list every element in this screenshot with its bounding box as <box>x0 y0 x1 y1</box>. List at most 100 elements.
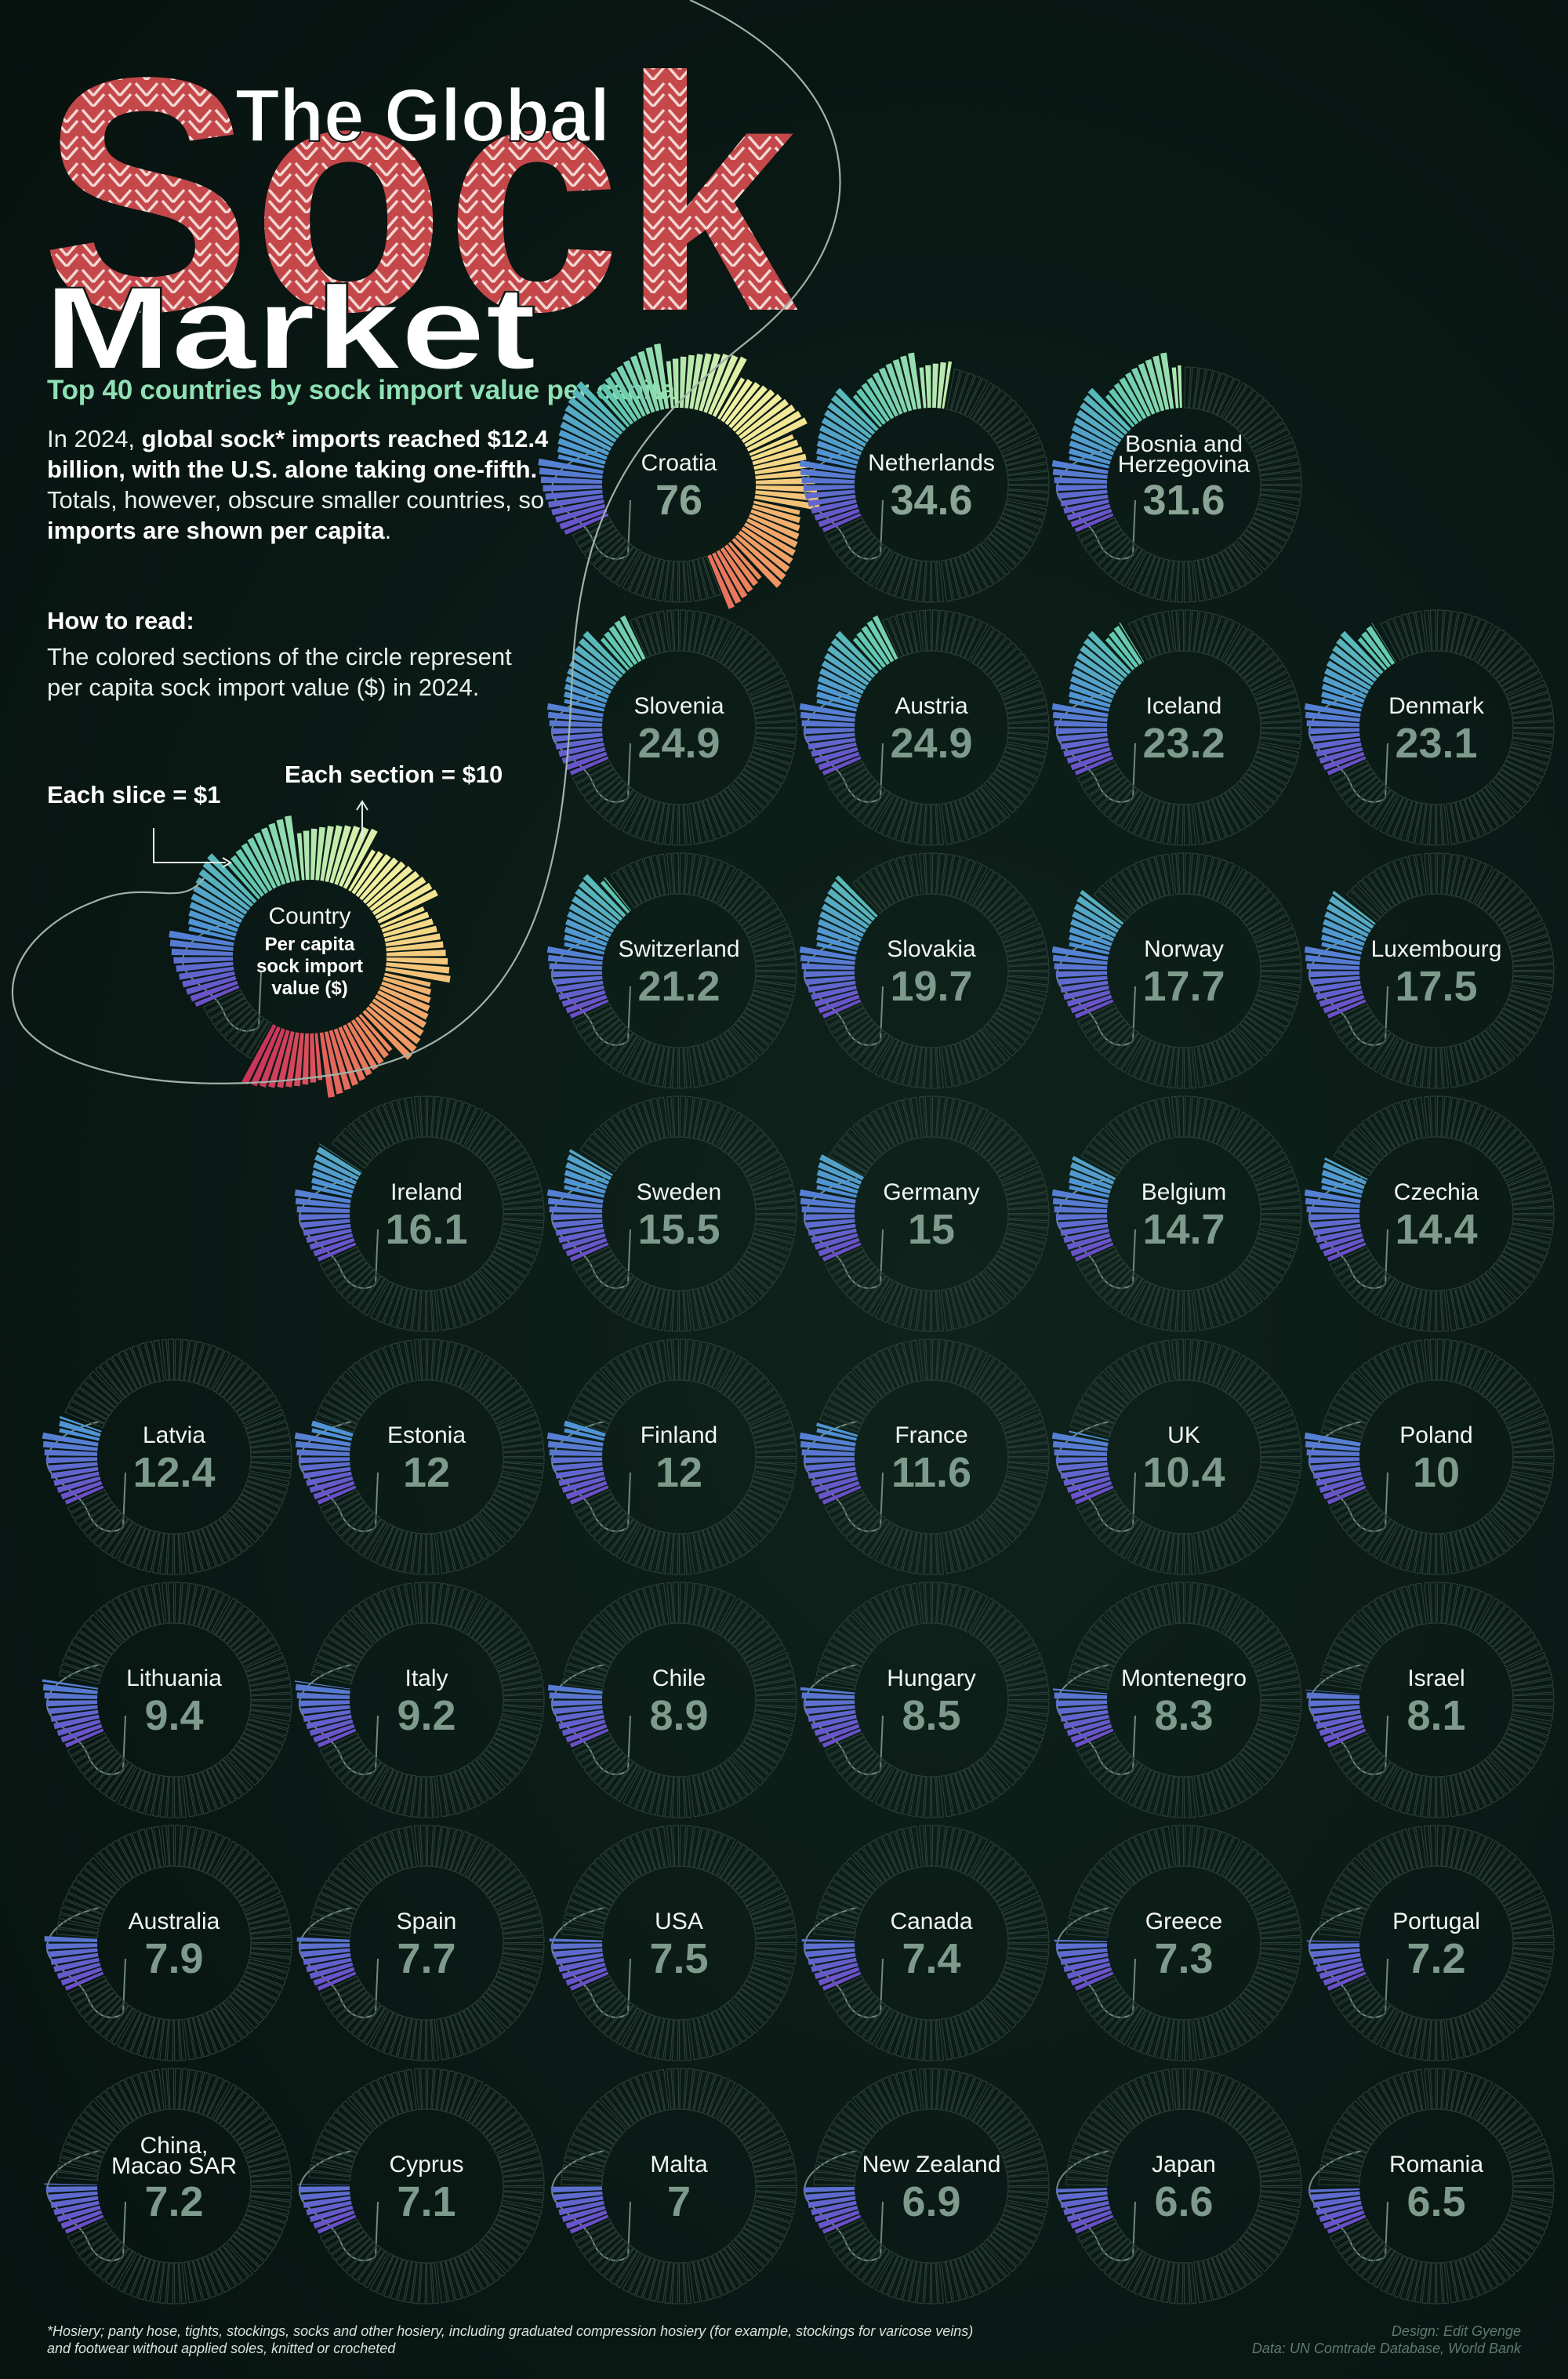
filled-slice <box>1055 971 1108 978</box>
empty-slice <box>1127 863 1152 904</box>
empty-slice <box>233 2111 270 2141</box>
empty-slice <box>813 2178 855 2186</box>
empty-slice <box>972 1357 1001 1396</box>
empty-slice <box>711 621 736 661</box>
empty-slice <box>731 1023 765 1057</box>
empty-slice <box>955 1102 975 1143</box>
empty-slice <box>319 1975 360 1999</box>
empty-slice <box>1232 1270 1264 1306</box>
filled-slice <box>620 615 646 660</box>
empty-slice <box>1260 728 1302 735</box>
empty-slice <box>1162 1582 1174 1625</box>
empty-slice <box>323 1393 362 1420</box>
empty-slice <box>94 1608 126 1644</box>
filled-slice <box>1066 1476 1111 1494</box>
empty-slice <box>880 1769 903 1810</box>
empty-slice <box>960 861 982 902</box>
empty-slice <box>227 1857 260 1891</box>
filled-slice <box>1361 631 1392 668</box>
empty-slice <box>622 863 647 904</box>
empty-slice <box>238 1980 278 2007</box>
empty-slice <box>233 1382 270 1412</box>
empty-slice <box>824 1732 865 1756</box>
empty-slice <box>1127 620 1152 661</box>
empty-slice <box>959 2012 982 2054</box>
filled-slice <box>892 358 913 412</box>
empty-slice <box>642 1529 660 1571</box>
empty-slice <box>688 2261 701 2304</box>
empty-slice <box>610 1843 638 1881</box>
filled-slice <box>1336 637 1381 678</box>
empty-slice <box>467 1762 495 1800</box>
empty-slice <box>1477 628 1506 666</box>
empty-slice <box>1259 714 1302 724</box>
empty-slice <box>987 1133 1023 1166</box>
empty-slice <box>364 2083 390 2122</box>
country-name: Australia <box>129 1909 220 1934</box>
empty-slice <box>215 1519 243 1557</box>
empty-slice <box>1399 1043 1417 1085</box>
empty-slice <box>1083 525 1122 554</box>
empty-slice <box>698 2015 715 2058</box>
filled-slice <box>805 1219 855 1229</box>
empty-slice <box>481 1749 517 1782</box>
empty-slice <box>987 1619 1023 1652</box>
empty-slice <box>746 1003 786 1028</box>
empty-slice <box>587 775 623 808</box>
empty-slice <box>1248 1394 1287 1421</box>
empty-slice <box>579 1012 617 1040</box>
empty-slice <box>232 2231 270 2261</box>
empty-slice <box>495 1165 536 1186</box>
empty-slice <box>862 1518 891 1556</box>
empty-slice <box>1229 543 1259 580</box>
filled-slice <box>48 1462 98 1472</box>
empty-slice <box>493 1489 533 1514</box>
empty-slice <box>998 2130 1039 2154</box>
empty-slice <box>502 1929 545 1939</box>
filled-slice <box>752 504 801 523</box>
filled-slice <box>564 1185 604 1198</box>
filled-slice <box>1316 1714 1362 1730</box>
empty-slice <box>1429 1582 1437 1624</box>
filled-slice <box>317 1728 357 1748</box>
empty-slice <box>980 1609 1013 1645</box>
empty-slice <box>727 784 759 819</box>
empty-slice <box>1385 797 1408 837</box>
empty-slice <box>950 856 968 899</box>
empty-slice <box>1350 1371 1385 1404</box>
empty-slice <box>748 922 789 943</box>
empty-slice <box>1440 1532 1450 1575</box>
empty-slice <box>1084 1630 1123 1659</box>
empty-slice <box>1320 2156 1363 2171</box>
empty-slice <box>1455 1286 1472 1328</box>
empty-slice <box>1236 1023 1270 1057</box>
empty-slice <box>561 1677 604 1691</box>
empty-slice <box>1510 1428 1552 1443</box>
empty-slice <box>1147 2015 1165 2058</box>
filled-slice <box>1054 1692 1108 1699</box>
empty-slice <box>1474 1111 1500 1150</box>
empty-slice <box>1399 2015 1417 2058</box>
empty-slice <box>1088 1625 1126 1655</box>
filled-slice <box>755 485 818 493</box>
empty-slice <box>1109 786 1139 823</box>
filled-slice <box>680 356 687 409</box>
empty-slice <box>482 1862 518 1895</box>
empty-slice <box>178 1532 187 1575</box>
empty-slice <box>241 1732 281 1757</box>
empty-slice <box>1258 2157 1300 2172</box>
filled-slice <box>754 461 810 475</box>
empty-slice <box>1258 1428 1300 1443</box>
legend-section-label: Each section = $10 <box>285 761 503 788</box>
empty-slice <box>964 1524 988 1564</box>
empty-slice <box>828 1493 867 1520</box>
filled-slice <box>800 1440 855 1451</box>
empty-slice <box>980 2095 1013 2131</box>
empty-slice <box>249 2164 292 2177</box>
empty-slice <box>636 858 656 900</box>
empty-slice <box>579 1630 618 1659</box>
filled-slice <box>44 1936 98 1942</box>
empty-slice <box>753 1185 795 1200</box>
empty-slice <box>1177 1825 1185 1867</box>
empty-slice <box>383 1527 403 1569</box>
